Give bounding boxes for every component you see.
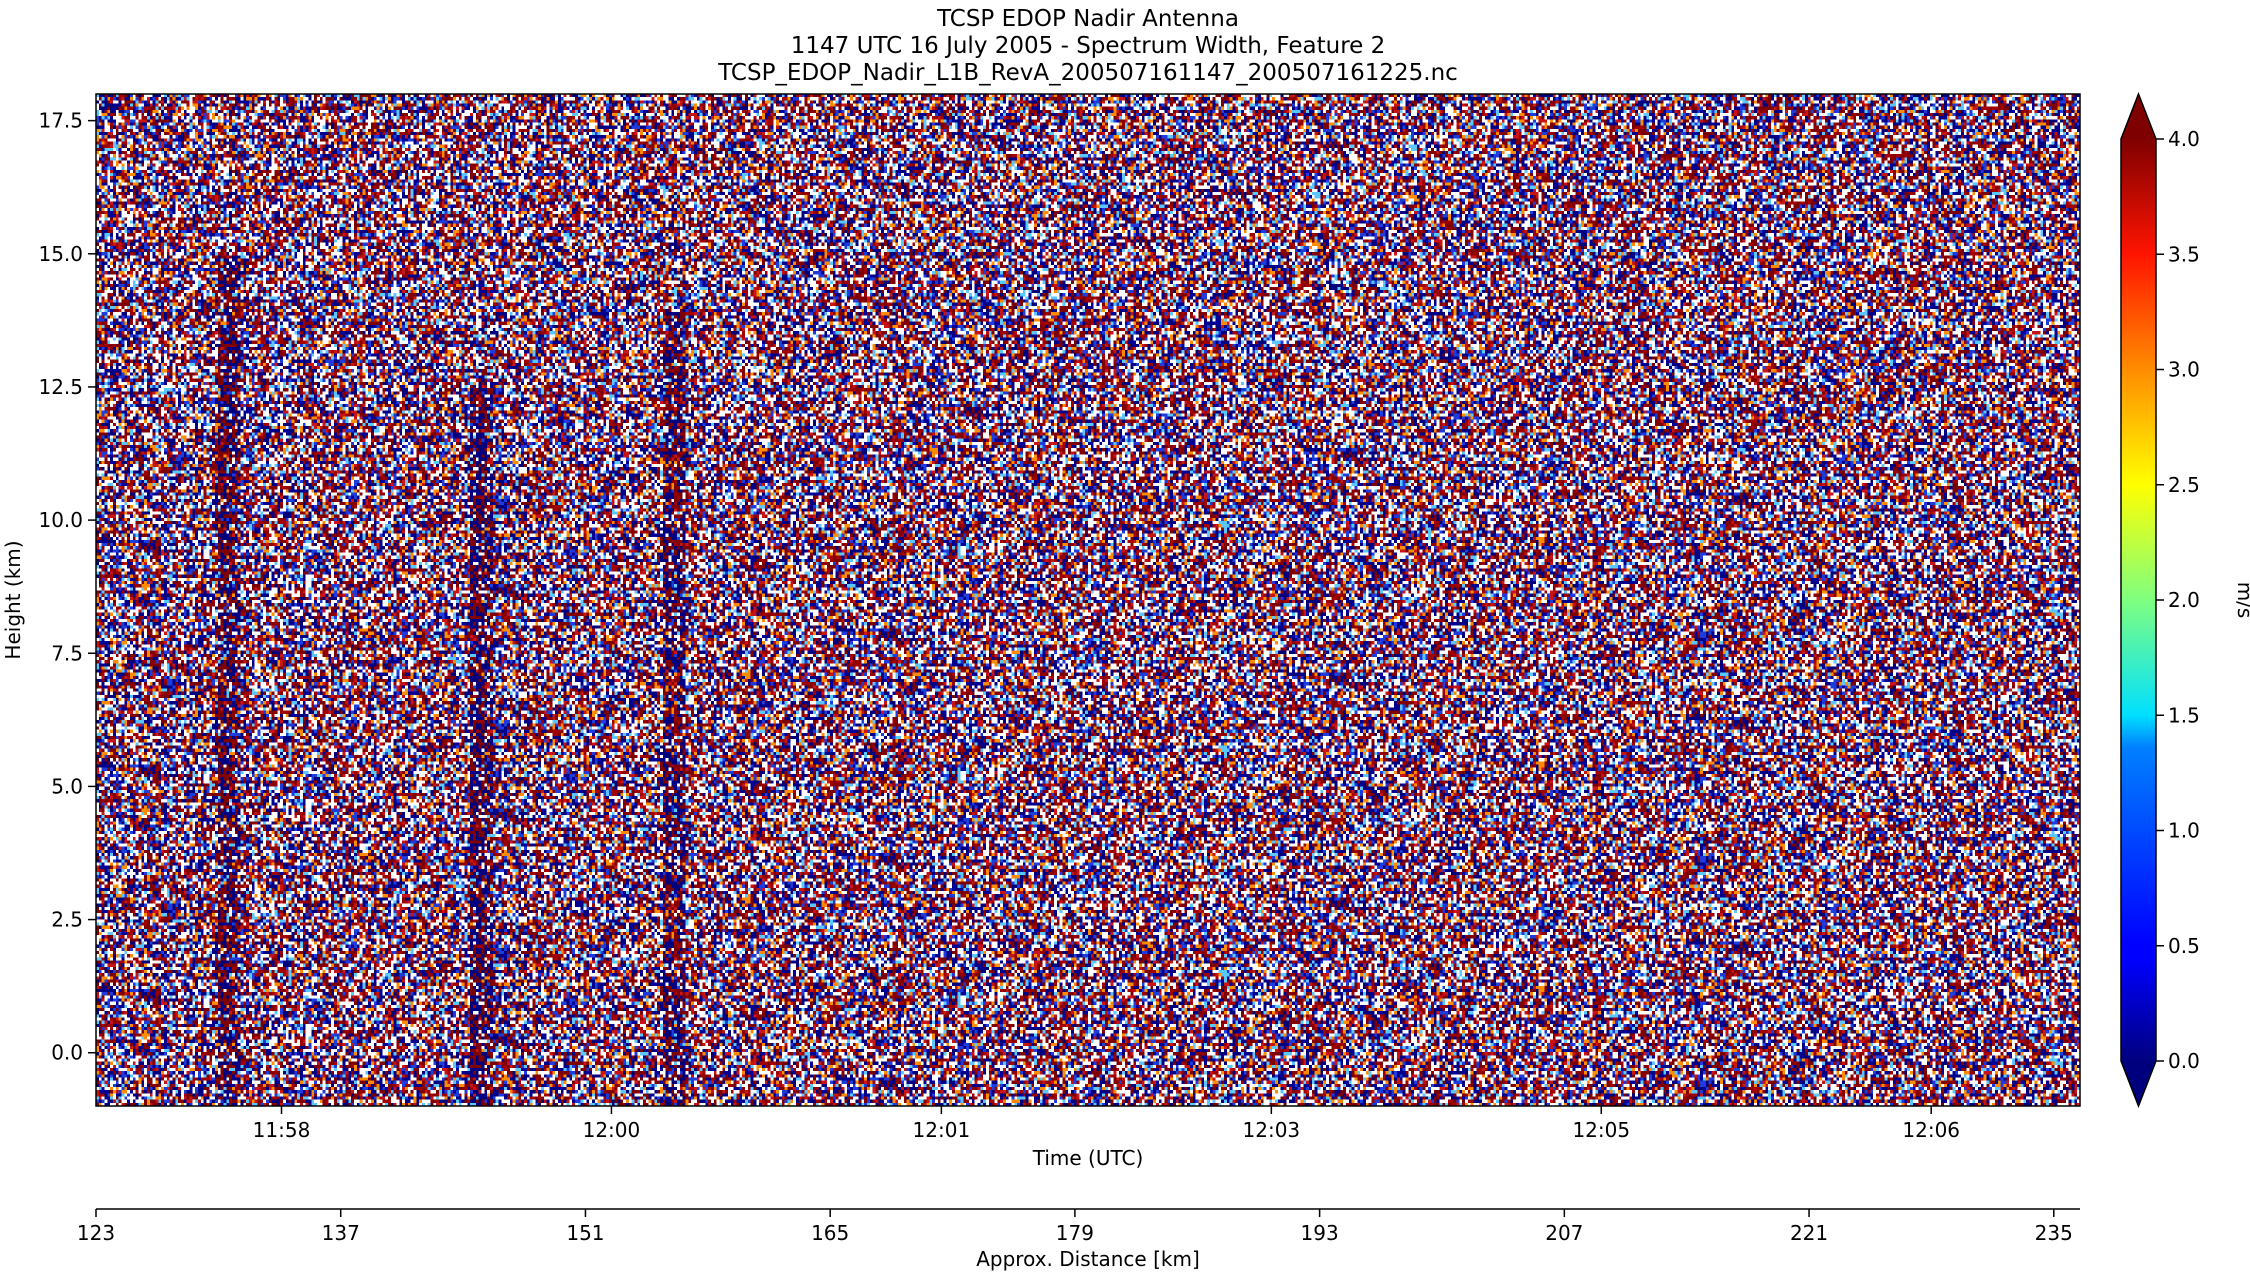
- colorbar-gradient: [2121, 139, 2156, 1061]
- y-tick-label: 0.0: [51, 1041, 83, 1065]
- colorbar-extend-high: [2121, 94, 2156, 139]
- x-tick-label: 12:03: [1243, 1118, 1301, 1142]
- y-tick-label: 10.0: [38, 508, 83, 532]
- x-axis-label: Time (UTC): [1032, 1146, 1144, 1170]
- colorbar-label: m/s: [2233, 582, 2250, 619]
- colorbar-tick-label: 3.0: [2168, 358, 2200, 382]
- x-axis-time: 11:58 12:00 12:01 12:03 12:05 12:06: [253, 1106, 1960, 1142]
- title-line-3: TCSP_EDOP_Nadir_L1B_RevA_200507161147_20…: [717, 60, 1458, 86]
- title-line-1: TCSP EDOP Nadir Antenna: [936, 6, 1239, 32]
- title-line-2: 1147 UTC 16 July 2005 - Spectrum Width, …: [791, 33, 1386, 59]
- colorbar-tick-label: 1.0: [2168, 819, 2200, 843]
- y-tick-label: 12.5: [38, 375, 83, 399]
- chart-title: TCSP EDOP Nadir Antenna 1147 UTC 16 July…: [717, 6, 1458, 86]
- x-tick-label: 12:06: [1902, 1118, 1960, 1142]
- colorbar-tick-label: 0.5: [2168, 934, 2200, 958]
- distance-tick-label: 179: [1056, 1221, 1094, 1245]
- plot-frame: [95, 93, 2081, 1107]
- distance-tick-label: 151: [566, 1221, 604, 1245]
- colorbar-tick-label: 4.0: [2168, 127, 2200, 151]
- colorbar-tick-label: 2.5: [2168, 473, 2200, 497]
- y-axis-label: Height (km): [1, 540, 25, 659]
- y-tick-label: 17.5: [38, 109, 83, 133]
- distance-tick-label: 123: [77, 1221, 115, 1245]
- x-tick-label: 12:00: [583, 1118, 641, 1142]
- x-tick-label: 11:58: [253, 1118, 311, 1142]
- y-tick-label: 15.0: [38, 242, 83, 266]
- distance-tick-label: 137: [322, 1221, 360, 1245]
- distance-tick-label: 193: [1301, 1221, 1339, 1245]
- colorbar-tick-label: 2.0: [2168, 588, 2200, 612]
- distance-tick-label: 207: [1545, 1221, 1583, 1245]
- x-tick-label: 12:01: [913, 1118, 971, 1142]
- colorbar-extend-low: [2121, 1061, 2156, 1106]
- secondary-x-axis-label: Approx. Distance [km]: [976, 1247, 1200, 1271]
- y-axis: 0.0 2.5 5.0 7.5 10.0 12.5 15.0 17.5: [38, 109, 96, 1065]
- colorbar: 0.0 0.5 1.0 1.5 2.0 2.5 3.0 3.5 4.0: [2120, 91, 2200, 1109]
- colorbar-tick-label: 3.5: [2168, 242, 2200, 266]
- x-tick-label: 12:05: [1572, 1118, 1630, 1142]
- x-axis-distance: 123 137 151 165 179 193 207 221 235: [77, 1208, 2080, 1245]
- colorbar-tick-label: 0.0: [2168, 1049, 2200, 1073]
- colorbar-ticks: 0.0 0.5 1.0 1.5 2.0 2.5 3.0 3.5 4.0: [2156, 127, 2200, 1073]
- colorbar-tick-label: 1.5: [2168, 703, 2200, 727]
- spectrum-width-heatmap: [96, 94, 2080, 1106]
- distance-tick-label: 221: [1790, 1221, 1828, 1245]
- plot-area: [95, 93, 2081, 1107]
- distance-tick-label: 235: [2035, 1221, 2073, 1245]
- y-tick-label: 7.5: [51, 641, 83, 665]
- distance-tick-label: 165: [811, 1221, 849, 1245]
- y-tick-label: 2.5: [51, 908, 83, 932]
- y-tick-label: 5.0: [51, 774, 83, 798]
